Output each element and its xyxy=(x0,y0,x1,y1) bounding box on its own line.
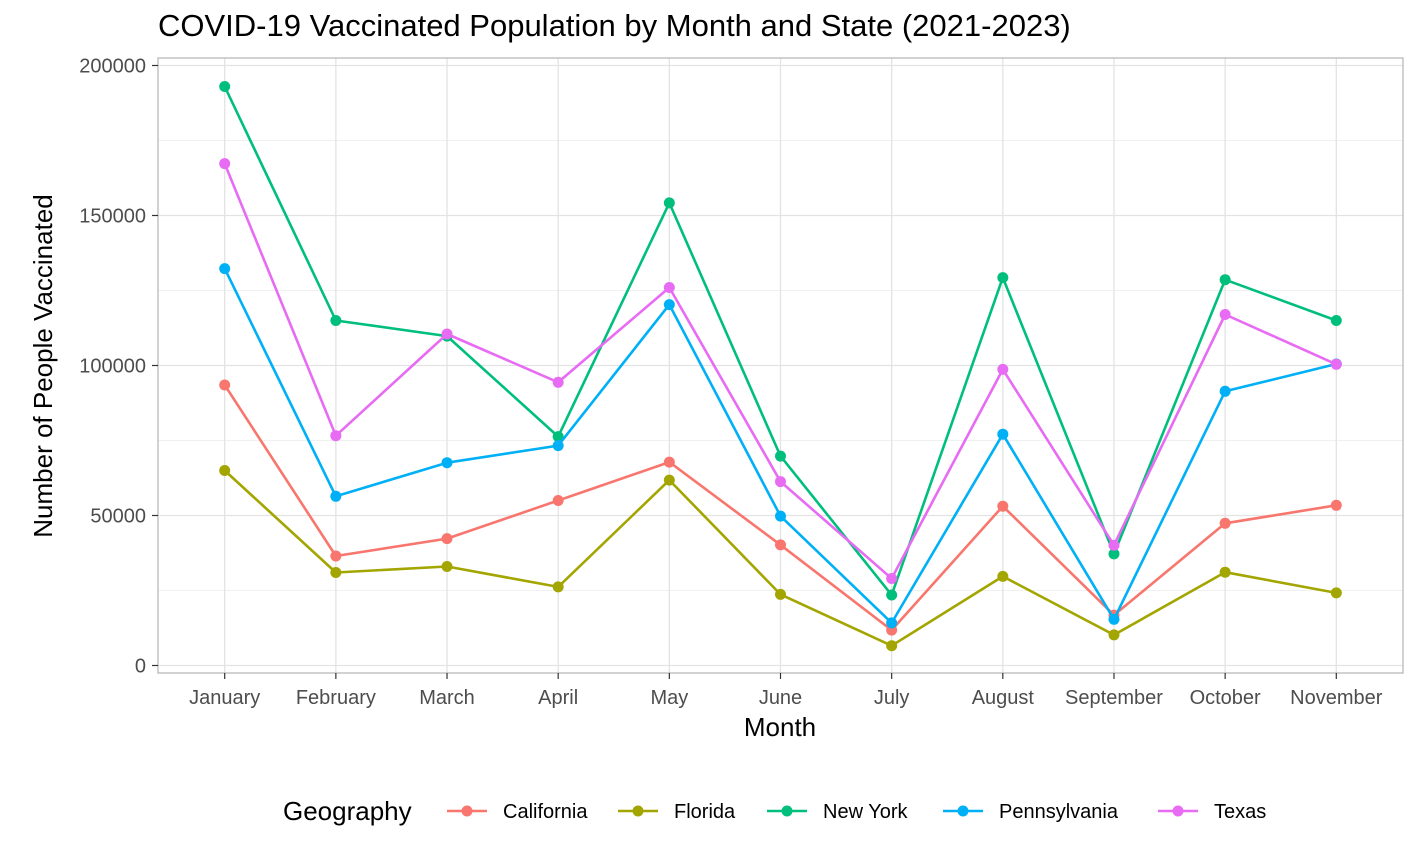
series-texas xyxy=(219,158,1342,584)
x-axis-title: Month xyxy=(744,712,816,742)
data-point-florida xyxy=(886,640,898,652)
data-point-florida xyxy=(330,567,342,578)
legend-item-florida: Florida xyxy=(618,801,736,823)
legend-item-california: California xyxy=(447,801,588,823)
data-point-california xyxy=(663,456,675,468)
data-point-florida xyxy=(1219,566,1231,578)
legend-label: Texas xyxy=(1214,801,1266,823)
data-point-texas xyxy=(1219,309,1231,320)
data-point-new-york xyxy=(330,315,342,326)
data-point-new-york xyxy=(219,81,231,92)
data-point-texas xyxy=(775,476,786,488)
data-point-california xyxy=(219,379,231,391)
data-point-florida xyxy=(219,465,231,476)
data-point-pennsylvania xyxy=(1219,385,1231,397)
legend-key-point xyxy=(957,805,969,817)
series-california xyxy=(219,379,1342,636)
data-point-california xyxy=(1330,499,1342,511)
legend-label: Florida xyxy=(674,801,736,823)
data-point-california xyxy=(1219,517,1231,529)
legend-item-new-york: New York xyxy=(767,801,908,823)
x-tick-label: April xyxy=(538,687,578,709)
data-point-new-york xyxy=(1219,274,1231,286)
chart-title: COVID-19 Vaccinated Population by Month … xyxy=(158,8,1071,43)
data-point-new-york xyxy=(775,450,786,462)
x-tick-label: August xyxy=(972,687,1035,709)
y-tick-label: 0 xyxy=(135,656,146,678)
data-point-pennsylvania xyxy=(219,263,231,275)
legend-key-point xyxy=(781,805,793,817)
x-tick-label: July xyxy=(874,687,910,709)
legend-key-point xyxy=(461,805,473,817)
data-point-pennsylvania xyxy=(552,440,564,452)
data-point-florida xyxy=(552,581,564,593)
legend-item-texas: Texas xyxy=(1158,801,1266,823)
series-florida xyxy=(219,465,1342,652)
y-tick-label: 150000 xyxy=(79,206,146,228)
data-point-texas xyxy=(997,363,1009,375)
data-point-california xyxy=(997,500,1009,512)
data-point-texas xyxy=(552,376,564,388)
data-point-pennsylvania xyxy=(441,457,453,469)
data-point-texas xyxy=(663,282,675,293)
data-point-new-york xyxy=(663,197,675,209)
x-tick-label: November xyxy=(1290,687,1383,709)
series-pennsylvania xyxy=(219,263,1342,629)
legend-key-point xyxy=(632,805,644,817)
series-layer xyxy=(219,81,1342,652)
x-tick-label: June xyxy=(759,687,802,709)
y-tick-label: 200000 xyxy=(79,56,146,78)
data-point-pennsylvania xyxy=(886,617,898,629)
legend-label: California xyxy=(503,801,588,823)
legend-title: Geography xyxy=(283,796,412,826)
data-point-pennsylvania xyxy=(997,428,1009,440)
data-point-pennsylvania xyxy=(663,299,675,311)
legend-label: New York xyxy=(823,801,908,823)
data-point-new-york xyxy=(1108,548,1120,560)
data-point-florida xyxy=(663,474,675,486)
legend-key-point xyxy=(1172,805,1184,817)
data-point-texas xyxy=(1108,539,1120,551)
x-tick-label: March xyxy=(419,687,475,709)
data-point-california xyxy=(441,533,453,545)
data-point-california xyxy=(330,550,342,562)
data-point-california xyxy=(552,495,564,506)
data-point-florida xyxy=(997,570,1009,582)
y-tick-label: 50000 xyxy=(90,506,146,528)
data-point-texas xyxy=(219,158,231,170)
x-tick-label: May xyxy=(650,687,688,709)
data-point-new-york xyxy=(886,589,898,601)
data-point-texas xyxy=(1330,358,1342,370)
grid-lines xyxy=(158,58,1403,673)
data-point-new-york xyxy=(1330,315,1342,326)
y-axis-title: Number of People Vaccinated xyxy=(28,194,58,538)
y-tick-label: 100000 xyxy=(79,356,146,378)
legend-item-pennsylvania: Pennsylvania xyxy=(943,801,1119,823)
data-point-florida xyxy=(1108,629,1120,641)
data-point-new-york xyxy=(552,431,564,443)
data-point-pennsylvania xyxy=(1108,613,1120,625)
x-tick-label: September xyxy=(1065,687,1163,709)
x-tick-label: February xyxy=(296,687,376,709)
data-point-florida xyxy=(775,588,786,600)
data-point-texas xyxy=(441,328,453,340)
data-point-florida xyxy=(1330,587,1342,599)
series-new-york xyxy=(219,81,1342,601)
axes: 0 50000 100000 150000 200000 January February M… xyxy=(79,56,1383,710)
data-point-florida xyxy=(441,561,453,572)
legend: Geography California Florida New York Penns… xyxy=(283,796,1266,826)
data-point-california xyxy=(775,539,786,551)
data-point-texas xyxy=(886,573,898,584)
data-point-new-york xyxy=(997,272,1009,284)
data-point-pennsylvania xyxy=(330,490,342,502)
legend-label: Pennsylvania xyxy=(999,801,1119,823)
x-tick-label: October xyxy=(1190,687,1261,709)
data-point-texas xyxy=(330,430,342,442)
data-point-pennsylvania xyxy=(775,510,786,522)
x-tick-label: January xyxy=(189,687,260,709)
